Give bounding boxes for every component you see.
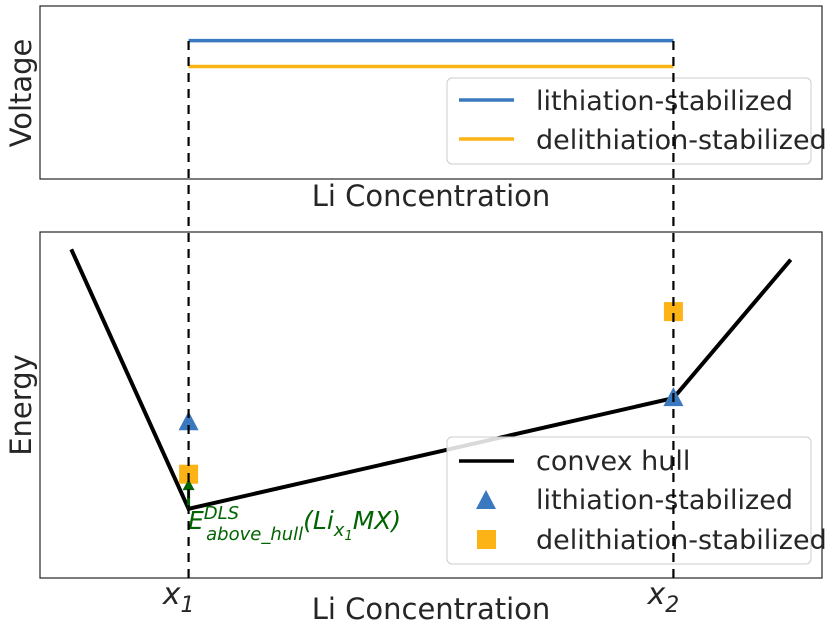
- voltage-legend-label-lithiation: lithiation-stabilized: [536, 86, 793, 117]
- above-hull-arrow-head: [182, 479, 195, 491]
- lithiation-point: [178, 411, 199, 431]
- x-tick-label-1: x1: [162, 577, 195, 618]
- energy-legend-label-hull: convex hull: [536, 446, 690, 477]
- energy-legend: convex hull lithiation-stabilized delith…: [446, 436, 827, 565]
- voltage-legend: lithiation-stabilized delithiation-stabi…: [446, 77, 827, 165]
- energy-y-axis-label: Energy: [4, 354, 38, 456]
- delithiation-point: [663, 302, 683, 322]
- x-tick-label-2: x2: [647, 577, 680, 618]
- energy-legend-label-delithiation: delithiation-stabilized: [536, 525, 827, 556]
- energy-panel: EDLS above_hull(Lix1MX) convex hull lithi…: [4, 231, 827, 626]
- energy-legend-handle-lithiation: [476, 490, 496, 509]
- energy-above-hull-annotation: EDLS above_hull(Lix1MX): [188, 503, 401, 545]
- energy-x-axis-label: Li Concentration: [312, 592, 551, 626]
- convex-hull-line: [69, 248, 793, 512]
- voltage-x-axis-label: Li Concentration: [312, 179, 551, 213]
- voltage-series: [188, 38, 674, 69]
- energy-legend-box: [446, 436, 812, 565]
- energy-x-ticks: x1 x2: [162, 577, 680, 618]
- voltage-legend-label-delithiation: delithiation-stabilized: [536, 125, 827, 156]
- voltage-y-axis-label: Voltage: [4, 39, 38, 148]
- energy-legend-label-lithiation: lithiation-stabilized: [536, 485, 793, 516]
- energy-legend-handle-delithiation: [477, 530, 496, 549]
- voltage-legend-box: [446, 77, 812, 165]
- voltage-panel: lithiation-stabilized delithiation-stabi…: [4, 5, 827, 213]
